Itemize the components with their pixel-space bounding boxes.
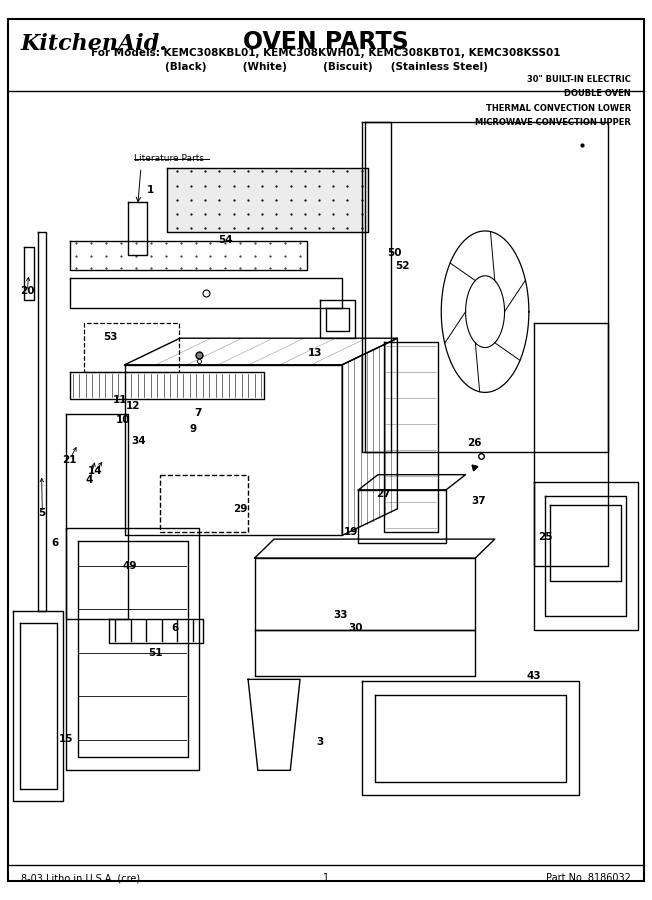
Text: 37: 37 [471, 496, 486, 506]
Text: 30: 30 [348, 623, 363, 633]
Text: Literature Parts: Literature Parts [134, 154, 205, 163]
Text: 1: 1 [323, 874, 329, 884]
Text: 25: 25 [538, 532, 553, 542]
Polygon shape [167, 167, 368, 232]
Text: 6: 6 [51, 538, 58, 548]
Text: For Models: KEMC308KBL01, KEMC308KWH01, KEMC308KBT01, KEMC308KSS01: For Models: KEMC308KBL01, KEMC308KWH01, … [91, 48, 561, 58]
Text: 53: 53 [103, 332, 118, 342]
Text: 12: 12 [126, 401, 140, 411]
Text: 20: 20 [20, 286, 35, 296]
Text: 43: 43 [526, 670, 541, 680]
Text: KitchenAid.: KitchenAid. [21, 32, 168, 55]
Text: 27: 27 [376, 489, 391, 499]
Text: 26: 26 [467, 437, 481, 448]
Text: 19: 19 [344, 526, 358, 536]
Text: 49: 49 [123, 561, 137, 571]
Text: 14: 14 [88, 466, 103, 476]
Text: 21: 21 [63, 454, 77, 464]
Text: (Black)          (White)          (Biscuit)     (Stainless Steel): (Black) (White) (Biscuit) (Stainless Ste… [164, 62, 488, 72]
Text: 8-03 Litho in U.S.A. (cre): 8-03 Litho in U.S.A. (cre) [21, 874, 140, 884]
Text: Part No. 8186032: Part No. 8186032 [546, 874, 631, 884]
Text: 29: 29 [233, 504, 248, 514]
Text: 9: 9 [189, 424, 196, 434]
Text: 50: 50 [387, 248, 402, 258]
Text: 4: 4 [86, 475, 93, 485]
Text: 13: 13 [308, 348, 322, 358]
Text: 34: 34 [132, 436, 146, 446]
Text: 7: 7 [194, 408, 201, 418]
Text: MICROWAVE CONVECTION UPPER: MICROWAVE CONVECTION UPPER [475, 118, 631, 127]
Text: THERMAL CONVECTION LOWER: THERMAL CONVECTION LOWER [486, 104, 631, 112]
Text: OVEN PARTS: OVEN PARTS [243, 30, 409, 54]
Text: 10: 10 [116, 415, 130, 425]
Text: 3: 3 [316, 736, 323, 746]
Text: 54: 54 [218, 235, 233, 245]
Text: 30" BUILT-IN ELECTRIC: 30" BUILT-IN ELECTRIC [527, 75, 631, 84]
Text: 51: 51 [149, 648, 163, 658]
Text: 11: 11 [113, 395, 127, 405]
Text: 5: 5 [38, 508, 46, 518]
Text: 6: 6 [171, 623, 179, 633]
Text: 15: 15 [59, 734, 74, 743]
Text: 33: 33 [333, 610, 348, 620]
Text: 1: 1 [147, 185, 155, 195]
Text: DOUBLE OVEN: DOUBLE OVEN [565, 89, 631, 98]
Text: 52: 52 [395, 261, 410, 271]
